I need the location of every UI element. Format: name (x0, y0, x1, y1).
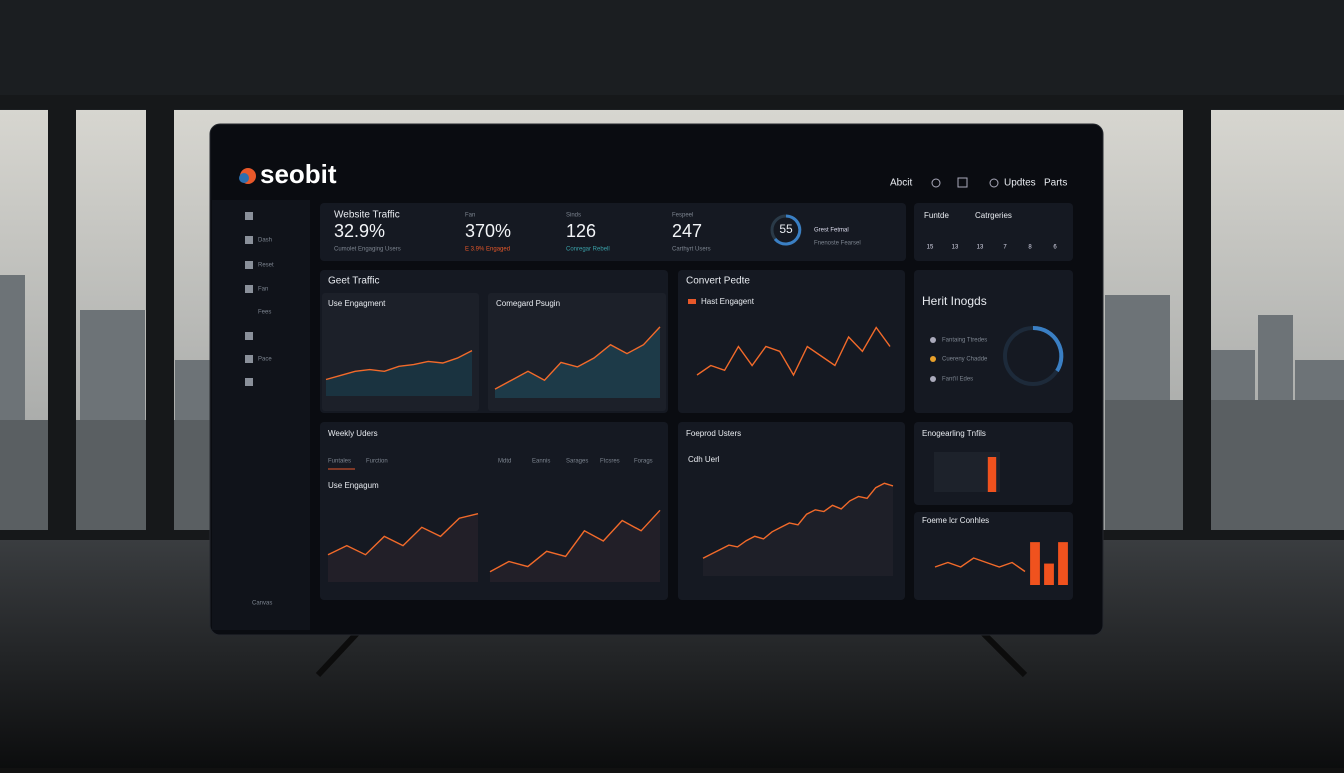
sidebar-item[interactable]: Fan (258, 287, 268, 293)
nav-item[interactable]: Abcit (890, 178, 912, 189)
line (325, 349, 473, 381)
kpi-value: 32.9% (334, 221, 385, 241)
bar-chart (1030, 542, 1068, 585)
kpi-label: Fan (465, 213, 475, 219)
chart (696, 326, 891, 377)
kpi-sub: E 3.9% Engaged (465, 247, 510, 253)
chart-title: Use Engagum (328, 481, 379, 490)
ceiling (0, 0, 1344, 110)
chart-title: Use Engagment (328, 299, 386, 308)
category-value: 6 (1053, 245, 1057, 251)
sidebar-item[interactable]: Dash (258, 238, 272, 244)
chart-title: Cdh Uerl (688, 455, 720, 464)
chart (489, 509, 661, 582)
chart (327, 513, 479, 582)
chart (494, 326, 661, 398)
gauge-value: 55 (779, 222, 793, 236)
line (494, 326, 661, 390)
chart (702, 482, 894, 576)
sidebar-item[interactable]: Reset (258, 263, 274, 269)
bar-chart (987, 457, 997, 492)
chart-title: Hast Engagent (701, 297, 755, 306)
gauge-arc (773, 214, 802, 246)
category-value: 7 (1003, 245, 1007, 251)
sidebar-item[interactable]: Pace (258, 357, 272, 363)
category-value: 13 (977, 245, 984, 251)
insight-item: Cuereny Chadde (942, 357, 988, 363)
nav-item[interactable]: Parts (1044, 178, 1067, 189)
bar (987, 457, 997, 492)
category-value: 15 (927, 245, 934, 251)
area (703, 483, 893, 576)
kpi-value: 370% (465, 221, 511, 241)
sidebar-footer[interactable]: Canvas (252, 601, 272, 607)
area (490, 510, 660, 582)
tab[interactable]: Forags (634, 459, 653, 465)
kpi-sub: Conregar Rebell (566, 247, 610, 253)
area (326, 350, 472, 396)
categories-subtitle: Catrgeries (975, 211, 1012, 220)
bar (1030, 542, 1040, 585)
gauge-sub: Fnenoste Fearsel (814, 241, 861, 247)
line (327, 513, 479, 556)
category-value: 8 (1028, 245, 1032, 251)
logo-icon (239, 173, 249, 183)
bar (1058, 542, 1068, 585)
area (328, 513, 478, 582)
sidebar-item[interactable]: Fees (258, 310, 271, 316)
gauge-label: Grest Fetmal (814, 228, 849, 234)
panel-title: Foeme lcr Conhles (922, 516, 989, 525)
kpi-label: Sinds (566, 213, 581, 219)
clock-arc (1032, 325, 1064, 373)
kpi-label: Fespeel (672, 213, 693, 219)
tab[interactable]: Furction (366, 459, 388, 465)
kpi-value: 247 (672, 221, 702, 241)
kpi-sub: Carthyrt Users (672, 247, 711, 253)
chart (934, 557, 1026, 573)
area (495, 326, 660, 398)
sidebar (212, 200, 310, 630)
nav-item[interactable]: Updtes (1004, 178, 1036, 189)
nav-icons (931, 177, 999, 188)
line (489, 509, 661, 573)
insight-item: Fant'il Edes (942, 377, 973, 383)
kpi-sub: Cumolet Engaging Users (334, 247, 401, 253)
logo: seobit (260, 159, 337, 189)
tab[interactable]: Ftcsres (600, 459, 620, 465)
chart-title: Comegard Psugin (496, 299, 560, 308)
tabs: Funtales Furction Mdtd Eannis Sarages Ftcsres… (328, 459, 653, 465)
panel-title: Convert Pedte (686, 276, 750, 287)
panel-title: Foeprod Usters (686, 429, 741, 438)
tab[interactable]: Sarages (566, 459, 588, 465)
legend-swatch (688, 299, 696, 304)
tab[interactable]: Eannis (532, 459, 550, 465)
category-values: 15 13 13 7 8 6 (927, 245, 1058, 251)
city (0, 275, 1344, 535)
insight-item: Fantaing Ttredes (942, 338, 987, 344)
category-value: 13 (952, 245, 959, 251)
kpi-value: 126 (566, 221, 596, 241)
panel-title: Enogearling Tnfils (922, 429, 986, 438)
line (702, 482, 894, 559)
panel-title: Weekly Uders (328, 429, 378, 438)
stand (315, 627, 1028, 678)
categories-title: Funtde (924, 211, 949, 220)
sidebar-icons (245, 212, 253, 386)
line (696, 326, 891, 377)
line (934, 557, 1026, 573)
bar (1044, 563, 1054, 585)
tab[interactable]: Funtales (328, 459, 351, 465)
tab[interactable]: Mdtd (498, 459, 511, 465)
panel-title: Geet Traffic (328, 276, 380, 287)
panel-title: Herit Inogds (922, 294, 987, 308)
insight-dots (930, 337, 936, 382)
kpi-label: Website Traffic (334, 210, 400, 221)
chart (325, 349, 473, 396)
